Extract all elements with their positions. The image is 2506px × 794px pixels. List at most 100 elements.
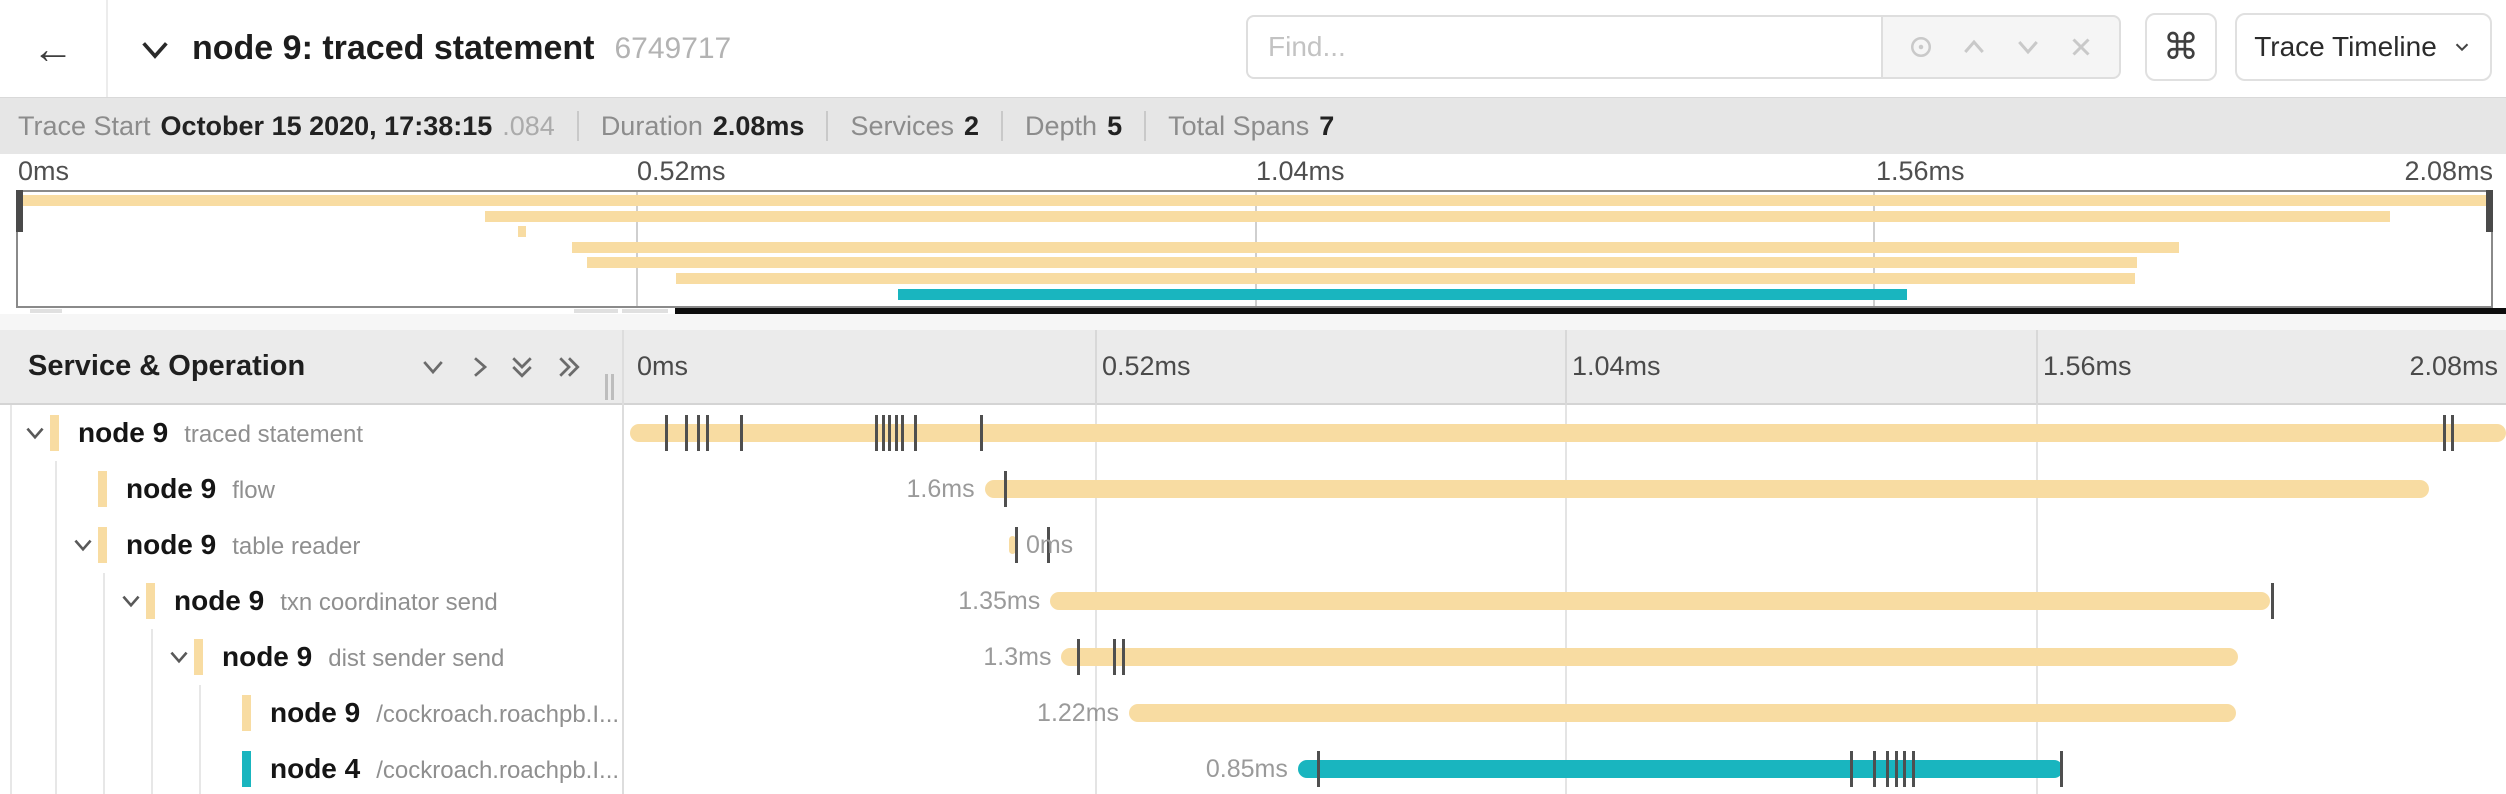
header-gridline — [1565, 330, 1567, 405]
service-name[interactable]: node 9 table reader — [126, 529, 361, 560]
summary-services: Services 2 — [850, 111, 979, 142]
minimap-span-bar — [517, 226, 527, 238]
locate-icon[interactable] — [1906, 32, 1936, 62]
service-color-bar — [146, 583, 155, 619]
chevron-down-icon[interactable] — [118, 588, 144, 614]
axis-tick: 0.52ms — [637, 156, 726, 186]
trace-minimap[interactable] — [16, 190, 2493, 308]
span-log-tick — [1885, 751, 1889, 787]
strip-divider — [0, 314, 2506, 330]
chevron-down-icon[interactable] — [2013, 32, 2043, 62]
summary-separator — [576, 111, 579, 141]
span-log-tick — [2060, 751, 2064, 787]
span-log-tick — [739, 415, 743, 451]
span-duration-bar[interactable] — [1008, 536, 1016, 554]
keyboard-shortcuts-button[interactable]: ⌘ — [2145, 13, 2217, 81]
summary-value: 2.08ms — [712, 110, 805, 141]
service-name[interactable]: node 9 traced statement — [78, 417, 363, 448]
scrollbar-stub — [574, 309, 618, 313]
summary-label: Services — [850, 110, 954, 141]
minimap-span-bar — [18, 195, 2491, 206]
service-name[interactable]: node 4/cockroach.roachpb.I... — [270, 753, 620, 784]
span-duration-bar[interactable] — [630, 424, 2506, 442]
axis-tick: 1.56ms — [2043, 351, 2132, 381]
span-row[interactable]: node 9/cockroach.roachpb.I... 1.22ms — [0, 685, 2506, 741]
find-tools — [1881, 15, 2121, 79]
expand-all-icon[interactable] — [554, 352, 584, 382]
operation-name: /cockroach.roachpb.I... — [376, 701, 620, 728]
minimap-span-bar — [586, 257, 2138, 269]
span-duration-bar[interactable] — [1129, 704, 2236, 722]
span-log-tick — [979, 415, 983, 451]
summary-label: Duration — [600, 110, 703, 141]
expand-one-icon[interactable] — [465, 352, 495, 382]
header-gridline — [2036, 330, 2038, 405]
trace-id: 6749717 — [614, 31, 732, 65]
span-duration-label: 1.35ms — [958, 587, 1041, 615]
indent-guide — [199, 741, 201, 794]
chevron-down-icon — [2455, 43, 2468, 52]
service-name[interactable]: node 9/cockroach.roachpb.I... — [270, 697, 620, 728]
span-log-tick — [1902, 751, 1906, 787]
axis-tick: 2.08ms — [2404, 156, 2493, 186]
back-button[interactable]: ← — [0, 0, 108, 97]
chevron-down-icon[interactable] — [22, 420, 48, 446]
span-log-tick — [685, 415, 689, 451]
span-log-tick — [1895, 751, 1899, 787]
operation-name: dist sender send — [328, 645, 505, 672]
collapse-chevron-icon[interactable] — [138, 32, 172, 66]
view-selector-label: Trace Timeline — [2254, 31, 2437, 62]
summary-duration: Duration 2.08ms — [601, 111, 805, 142]
find-input[interactable] — [1246, 15, 1881, 79]
summary-value: 7 — [1319, 110, 1335, 141]
minimap-right-scrubber[interactable] — [2486, 190, 2493, 232]
span-row[interactable]: node 9 table reader 0ms — [0, 517, 2506, 573]
minimap-left-scrubber[interactable] — [16, 190, 23, 232]
collapse-all-icon[interactable] — [507, 352, 537, 382]
chevron-down-icon[interactable] — [166, 644, 192, 670]
span-row[interactable]: node 9 flow 1.6ms — [0, 461, 2506, 517]
span-duration-label: 1.3ms — [983, 643, 1052, 671]
minimap-span-bar — [485, 210, 2390, 222]
service-name[interactable]: node 9 dist sender send — [222, 641, 505, 672]
collapse-one-icon[interactable] — [418, 352, 448, 382]
operation-name: table reader — [232, 533, 361, 560]
span-row[interactable]: node 9 txn coordinator send 1.35ms — [0, 573, 2506, 629]
indent-guide — [10, 741, 12, 794]
chevron-down-icon[interactable] — [70, 532, 96, 558]
span-duration-bar[interactable] — [984, 480, 2430, 498]
scrollbar-stub — [30, 309, 62, 313]
span-rows-container: node 9 traced statement node 9 flow 1.6ms nod… — [0, 405, 2506, 794]
close-icon[interactable] — [2066, 32, 2096, 62]
span-duration-label: 0.85ms — [1205, 755, 1288, 783]
chevron-up-icon[interactable] — [1959, 32, 1989, 62]
operation-name: traced statement — [184, 421, 363, 448]
summary-value-suffix: .084 — [502, 110, 555, 141]
span-row[interactable]: node 9 dist sender send 1.3ms — [0, 629, 2506, 685]
indent-guide — [55, 517, 57, 573]
timeline-scrollbar[interactable] — [675, 308, 2506, 314]
timeline-header-row: Service & Operation 0ms 0.52ms 1.04ms 1.… — [0, 330, 2506, 405]
span-duration-bar[interactable] — [1061, 648, 2238, 666]
service-name[interactable]: node 9 flow — [126, 473, 275, 504]
axis-tick: 2.08ms — [2409, 351, 2498, 381]
service-name[interactable]: node 9 txn coordinator send — [174, 585, 498, 616]
column-resizer-handle[interactable] — [605, 374, 617, 400]
indent-guide — [10, 405, 12, 461]
span-log-tick — [1015, 527, 1019, 563]
view-selector-button[interactable]: Trace Timeline — [2235, 13, 2492, 81]
summary-label: Trace Start — [18, 110, 151, 141]
span-row[interactable]: node 4/cockroach.roachpb.I... 0.85ms — [0, 741, 2506, 794]
indent-guide — [103, 741, 105, 794]
minimap-axis: 0ms 0.52ms 1.04ms 1.56ms 2.08ms — [0, 154, 2506, 190]
summary-depth: Depth 5 — [1025, 111, 1122, 142]
axis-tick: 1.04ms — [1256, 156, 1345, 186]
span-duration-bar[interactable] — [1050, 592, 2270, 610]
indent-guide — [151, 685, 153, 741]
span-log-tick — [1872, 751, 1876, 787]
span-log-tick — [887, 415, 891, 451]
summary-label: Depth — [1025, 110, 1098, 141]
span-duration-bar[interactable] — [1297, 760, 2064, 778]
span-log-tick — [882, 415, 886, 451]
span-row[interactable]: node 9 traced statement — [0, 405, 2506, 461]
